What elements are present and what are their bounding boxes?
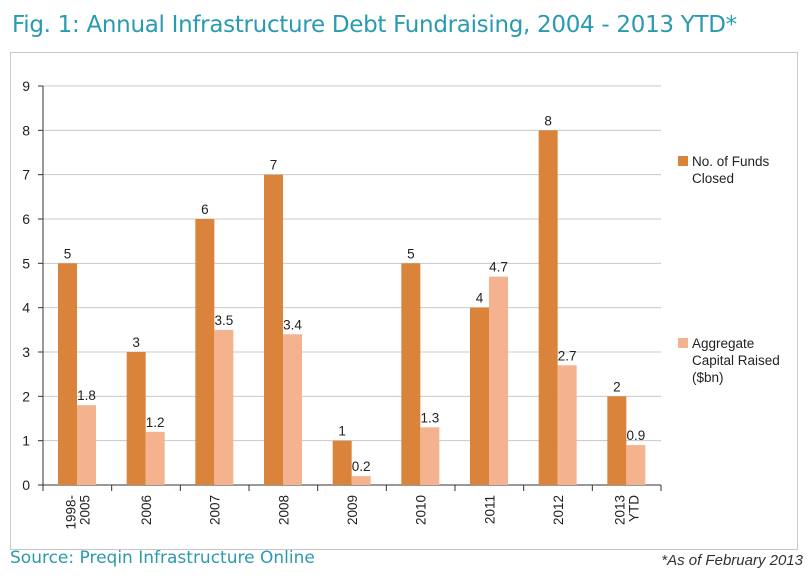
bar-funds-closed bbox=[538, 130, 558, 486]
x-category-label: 2007 bbox=[208, 495, 223, 525]
data-label: 3.4 bbox=[283, 317, 302, 332]
data-label: 3.5 bbox=[214, 313, 233, 328]
bar-funds-closed bbox=[126, 352, 146, 485]
bar-capital-raised bbox=[351, 476, 371, 485]
bar-funds-closed bbox=[332, 440, 352, 485]
data-label: 5 bbox=[64, 246, 72, 261]
y-tick-label: 7 bbox=[22, 167, 30, 183]
bars bbox=[58, 130, 646, 486]
data-label: 0.9 bbox=[626, 428, 645, 443]
y-tick-label: 6 bbox=[22, 211, 30, 227]
x-category-label: 2010 bbox=[414, 495, 429, 525]
data-label: 5 bbox=[407, 246, 415, 261]
x-category-label: 2013 bbox=[613, 495, 628, 525]
bar-capital-raised bbox=[283, 334, 302, 485]
bar-funds-closed bbox=[264, 174, 283, 485]
bar-funds-closed bbox=[470, 307, 489, 485]
data-label: 1.2 bbox=[146, 415, 165, 430]
legend: No. of Funds Closed Aggregate Capital Raise… bbox=[678, 154, 780, 385]
source-note: Source: Preqin Infrastructure Online bbox=[10, 548, 315, 568]
legend-swatch-funds bbox=[678, 156, 688, 166]
bar-capital-raised bbox=[145, 431, 165, 485]
legend-label: Capital Raised bbox=[692, 353, 780, 368]
legend-label: ($bn) bbox=[692, 370, 724, 385]
y-tick-label: 8 bbox=[22, 122, 30, 138]
data-label: 1 bbox=[338, 424, 346, 439]
data-label: 4.7 bbox=[489, 260, 508, 275]
data-label: 1.3 bbox=[420, 410, 439, 425]
x-category-label: 2009 bbox=[345, 495, 360, 525]
bar-funds-closed bbox=[401, 263, 421, 485]
data-label: 4 bbox=[476, 291, 484, 306]
x-category-label: YTD bbox=[627, 495, 642, 522]
data-labels: 5 3 6 7 1 5 4 8 2 1.8 1.2 3.5 3.4 0.2 1.3 4.7 2.7 0.9 bbox=[64, 113, 645, 474]
y-axis-ticks: 0 1 2 3 4 5 6 7 8 9 bbox=[22, 78, 30, 493]
data-label: 2.7 bbox=[558, 348, 577, 363]
data-label: 8 bbox=[544, 113, 552, 128]
bar-capital-raised bbox=[489, 276, 508, 485]
footnote: *As of February 2013 bbox=[661, 552, 803, 569]
y-tick-label: 0 bbox=[22, 477, 30, 493]
bar-capital-raised bbox=[214, 329, 234, 485]
x-category-label: 2012 bbox=[551, 495, 566, 525]
bar-funds-closed bbox=[607, 396, 627, 485]
data-label: 0.2 bbox=[352, 459, 371, 474]
bar-capital-raised bbox=[77, 405, 96, 485]
y-tick-label: 4 bbox=[22, 300, 30, 316]
bar-capital-raised bbox=[626, 445, 646, 485]
data-label: 6 bbox=[201, 202, 209, 217]
legend-label: Aggregate bbox=[692, 336, 754, 351]
legend-label: Closed bbox=[692, 171, 734, 186]
y-tick-label: 3 bbox=[22, 344, 30, 360]
chart-title: Fig. 1: Annual Infrastructure Debt Fundr… bbox=[12, 12, 737, 38]
x-category-label: 2011 bbox=[482, 495, 497, 524]
x-category-label: 1998- bbox=[63, 495, 78, 530]
x-category-label: 2006 bbox=[139, 495, 154, 525]
x-axis-categories: 1998- 2005 2006 2007 2008 2009 2010 2011 2012 201… bbox=[63, 495, 641, 530]
bar-funds-closed bbox=[58, 263, 77, 485]
bar-capital-raised bbox=[557, 365, 577, 485]
x-category-label: 2005 bbox=[77, 495, 92, 525]
data-label: 7 bbox=[270, 158, 278, 173]
bar-funds-closed bbox=[195, 219, 215, 485]
data-label: 3 bbox=[132, 335, 140, 350]
data-label: 2 bbox=[613, 379, 621, 394]
y-tick-label: 5 bbox=[22, 255, 30, 271]
bar-capital-raised bbox=[420, 427, 440, 485]
legend-label: No. of Funds bbox=[692, 154, 770, 169]
legend-swatch-capital bbox=[678, 338, 688, 348]
y-tick-label: 9 bbox=[22, 78, 30, 94]
x-category-label: 2008 bbox=[276, 495, 291, 525]
y-tick-label: 2 bbox=[22, 388, 30, 404]
data-label: 1.8 bbox=[77, 388, 96, 403]
y-tick-label: 1 bbox=[22, 433, 30, 449]
